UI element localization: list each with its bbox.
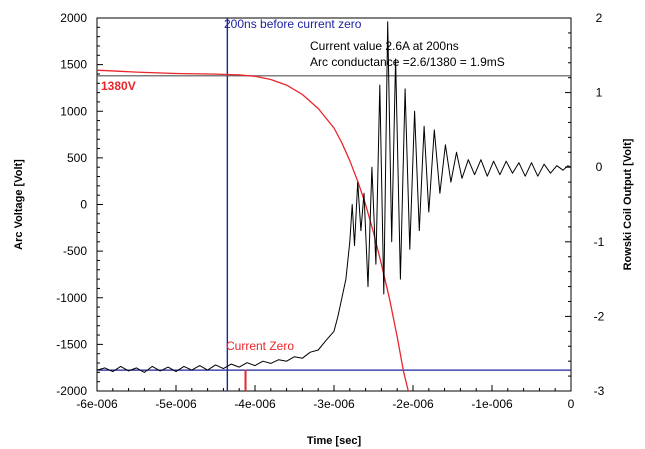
- x-axis-label: Time [sec]: [307, 435, 362, 447]
- x-tick-label: -1e-006: [471, 397, 513, 411]
- y-tick-label: -2000: [56, 384, 87, 398]
- x-tick-label: -4e-006: [234, 397, 276, 411]
- y-tick-label: 2000: [60, 11, 87, 25]
- rowski-coil-series-line: [96, 21, 572, 373]
- annotation-1380v: 1380V: [101, 79, 136, 93]
- y2-tick-label: 2: [596, 11, 603, 25]
- x-tick-label: -3e-006: [313, 397, 355, 411]
- arc-voltage-series-line: [96, 69, 409, 392]
- y-tick-label: 1500: [60, 58, 87, 72]
- x-tick-label: -2e-006: [392, 397, 434, 411]
- annotation-current-zero: Current Zero: [226, 339, 294, 353]
- y-tick-label: -1000: [56, 291, 87, 305]
- y-tick-label: 500: [67, 151, 87, 165]
- y2-tick-label: -1: [594, 235, 605, 249]
- y2-tick-label: 0: [596, 160, 603, 174]
- plot-frame: [96, 17, 572, 392]
- y-tick-label: 0: [80, 198, 87, 212]
- y-tick-label: -1500: [56, 337, 87, 351]
- annotation-current-value: Current value 2.6A at 200ns: [310, 39, 459, 53]
- x-tick-label: 0: [568, 397, 575, 411]
- annotation-200ns: 200ns before current zero: [224, 17, 362, 31]
- x-tick-label: -6e-006: [76, 397, 118, 411]
- y2-tick-label: -2: [594, 309, 605, 323]
- y-tick-label: -500: [63, 244, 87, 258]
- x-tick-label: -5e-006: [155, 397, 197, 411]
- annotation-arc-conductance: Arc conductance =2.6/1380 = 1.9mS: [310, 55, 505, 69]
- y2-axis-label: Rowski Coil Output [Volt]: [622, 138, 634, 270]
- y-tick-label: 1000: [60, 104, 87, 118]
- y-axis-label: Arc Voltage [Volt]: [13, 159, 25, 250]
- y2-tick-label: -3: [594, 384, 605, 398]
- y2-tick-label: 1: [596, 86, 603, 100]
